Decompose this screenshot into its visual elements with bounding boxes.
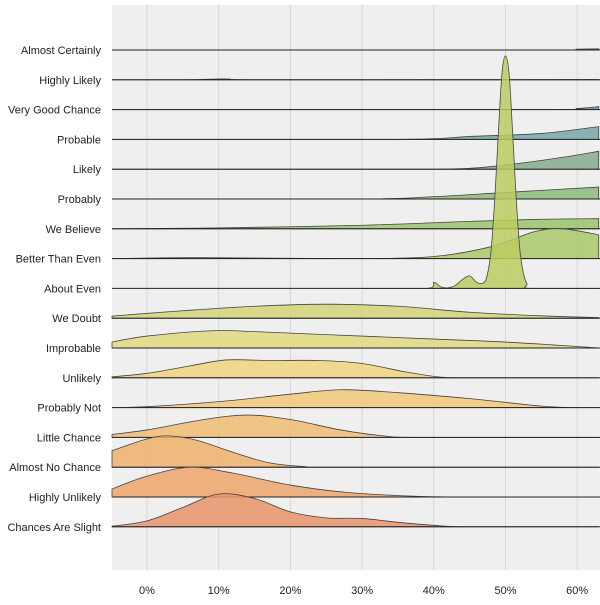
y-category-label: Unlikely [62, 373, 101, 385]
ridge-we-doubt [111, 303, 600, 319]
x-tick-label: 50% [494, 585, 516, 597]
x-tick-label: 0% [139, 585, 155, 597]
y-axis-labels: Almost Certainly Highly Likely Very Good C… [7, 45, 101, 534]
ridge-about-even [362, 55, 599, 289]
y-category-label: Almost No Chance [9, 462, 101, 474]
ridge-improbable [111, 330, 599, 349]
y-category-label: Very Good Chance [8, 105, 101, 117]
y-category-label: Probably [58, 194, 102, 206]
y-category-label: Improbable [46, 343, 101, 355]
y-category-label: About Even [44, 283, 101, 295]
x-tick-label: 20% [279, 585, 301, 597]
x-tick-label: 60% [566, 585, 588, 597]
ridge-we-believe [111, 218, 600, 230]
y-category-label: Probable [57, 134, 101, 146]
x-tick-label: 40% [423, 585, 445, 597]
y-category-label: Probably Not [37, 403, 101, 415]
x-tick-label: 10% [208, 585, 230, 597]
ridge-better-than-even [111, 228, 600, 260]
x-axis-labels: 0% 10% 20% 30% 40% 50% 60% [139, 585, 588, 597]
y-category-label: Likely [73, 164, 102, 176]
y-category-label: We Doubt [52, 313, 101, 325]
y-category-label: Better Than Even [16, 254, 101, 266]
y-category-label: Almost Certainly [21, 45, 102, 57]
y-category-label: Chances Are Slight [7, 522, 101, 534]
y-category-label: Highly Likely [39, 75, 101, 87]
y-category-label: We Believe [46, 224, 101, 236]
x-tick-label: 30% [351, 585, 373, 597]
ridges [111, 48, 600, 528]
y-category-label: Highly Unlikely [29, 492, 102, 504]
y-category-label: Little Chance [37, 432, 101, 444]
